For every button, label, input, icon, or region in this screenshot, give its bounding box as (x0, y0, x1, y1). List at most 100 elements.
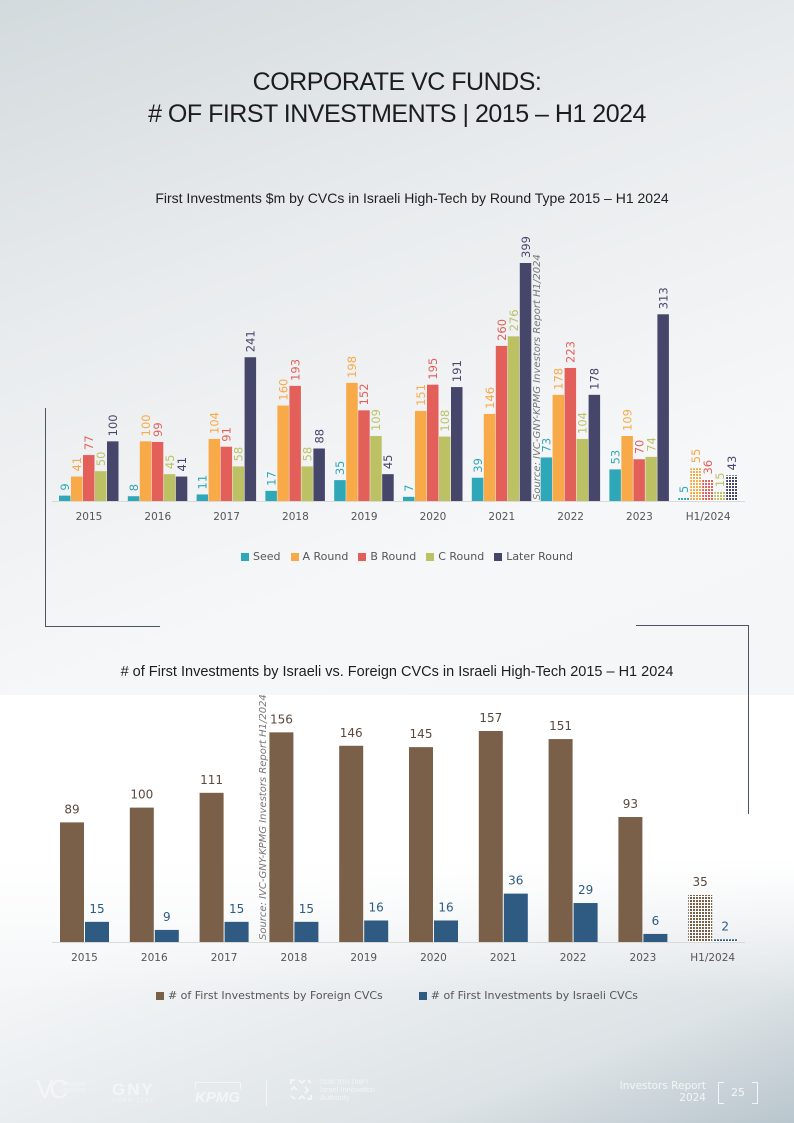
footer: VC DATA AND INSIGHTS GNY GORNITZKY KPMG … (0, 1070, 794, 1115)
bar-later-round-2016 (175, 476, 188, 501)
bar-a-round-2019 (346, 382, 358, 501)
data-label: 160 (276, 379, 290, 401)
bar-b-round-2023 (633, 459, 645, 501)
data-label: 152 (357, 383, 371, 405)
bar-b-round-2015 (83, 455, 95, 501)
legend-item-a-round: A Round (290, 550, 349, 563)
legend-label: Seed (253, 550, 281, 563)
bar-later-round-H1-2024 (726, 475, 738, 501)
bar-b-round-2016 (151, 441, 164, 501)
data-label: 260 (495, 319, 509, 341)
bar-israeli-2022 (573, 903, 598, 942)
x-tick-label: 2021 (490, 952, 517, 964)
bar-israeli-2020 (434, 920, 458, 942)
data-label: 55 (689, 449, 703, 464)
bar-c-round-2022 (576, 438, 589, 501)
page-number: 25 (718, 1082, 758, 1104)
data-label: 100 (106, 414, 120, 436)
data-label: 8 (127, 484, 141, 491)
bracket-left (45, 408, 160, 627)
bar-a-round-2015 (71, 476, 83, 501)
data-label: 223 (564, 341, 578, 363)
data-label: 15 (89, 902, 104, 916)
bar-later-round-2015 (107, 441, 119, 501)
data-label: 151 (414, 384, 428, 406)
bar-a-round-2022 (552, 394, 565, 501)
legend-swatch (494, 552, 503, 561)
chart2-title: # of First Investments by Israeli vs. Fo… (120, 664, 674, 680)
data-label: 178 (552, 368, 566, 390)
bar-foreign-2015 (60, 822, 84, 942)
data-label: 2 (721, 919, 729, 933)
chart1-source-note: Source: IVC-GNY-KPMG Investors Report H1… (532, 254, 543, 500)
bar-later-round-2022 (588, 394, 601, 501)
bar-seed-H1-2024 (678, 498, 690, 501)
x-tick-label: 2019 (350, 952, 377, 964)
bar-later-round-2020 (451, 387, 463, 501)
legend-item-b-round: B Round (358, 550, 416, 563)
data-label: 151 (549, 719, 572, 733)
bar-israeli-H1-2024 (713, 939, 738, 942)
data-label: 39 (471, 458, 485, 473)
bar-seed-2018 (265, 490, 277, 501)
x-tick-label: 2020 (420, 952, 447, 964)
data-label: 70 (632, 440, 646, 455)
bar-seed-2023 (609, 469, 621, 501)
ivc-logo: VC DATA AND INSIGHTS (36, 1074, 96, 1106)
bar-c-round-2015 (95, 471, 107, 501)
bar-later-round-2021 (519, 263, 532, 501)
x-tick-label: 2023 (630, 952, 657, 964)
data-label: 74 (644, 437, 658, 452)
bar-israeli-2023 (643, 933, 668, 942)
data-label: 5 (677, 486, 691, 493)
bar-seed-2020 (403, 496, 415, 501)
bar-foreign-2019 (339, 745, 364, 942)
legend-swatch (358, 552, 367, 561)
legend-label: # of First Investments by Foreign CVCs (167, 989, 383, 1002)
legend-label: A Round (302, 550, 349, 563)
legend-label: # of First Investments by Israeli CVCs (430, 989, 639, 1002)
kpmg-logo: KPMG (195, 1082, 241, 1107)
chart1-title: First Investments $m by CVCs in Israeli … (155, 190, 669, 206)
bar-foreign-2022 (548, 739, 573, 942)
x-tick-label: 2022 (560, 952, 587, 964)
page-title: CORPORATE VC FUNDS: # OF FIRST INVESTMEN… (0, 66, 794, 130)
bar-b-round-2021 (495, 345, 508, 501)
x-tick-label: 2023 (626, 511, 653, 523)
data-label: 88 (312, 429, 326, 444)
data-label: 29 (578, 883, 593, 897)
data-label: 53 (608, 450, 622, 465)
data-label: 16 (438, 900, 453, 914)
bar-seed-2019 (334, 480, 346, 501)
bar-seed-2015 (59, 495, 71, 501)
data-label: 73 (540, 438, 554, 453)
footer-divider (266, 1080, 267, 1106)
bar-a-round-2016 (139, 441, 152, 501)
bar-foreign-2021 (478, 731, 503, 942)
x-tick-label: 2017 (213, 511, 240, 523)
bar-c-round-2018 (301, 466, 313, 501)
report-label-line2: 2024 (679, 1092, 706, 1104)
bar-israeli-2015 (85, 921, 109, 942)
data-label: 9 (163, 910, 171, 924)
bar-foreign-2016 (129, 807, 154, 942)
bar-b-round-2020 (427, 384, 439, 501)
legend-label: B Round (370, 550, 417, 563)
data-label: 17 (264, 471, 278, 486)
bar-a-round-2021 (483, 413, 496, 501)
bar-foreign-2017 (199, 792, 224, 942)
iia-line2: Authority (320, 1093, 350, 1102)
bar-israeli-2016 (154, 929, 179, 942)
bar-c-round-2016 (163, 474, 176, 501)
x-tick-label: 2018 (282, 511, 309, 523)
chart1-round-type: 9417750100201581009945412016111049158241… (52, 236, 745, 523)
bar-b-round-2022 (564, 367, 577, 501)
bar-later-round-2018 (313, 448, 325, 501)
report-label: Investors Report 2024 (620, 1080, 706, 1104)
legend-item-later-round: Later Round (494, 550, 573, 563)
data-label: 9 (58, 483, 72, 490)
data-label: 191 (450, 360, 464, 382)
data-label: 241 (244, 330, 258, 352)
data-label: 11 (196, 475, 210, 490)
data-label: 198 (345, 356, 359, 378)
